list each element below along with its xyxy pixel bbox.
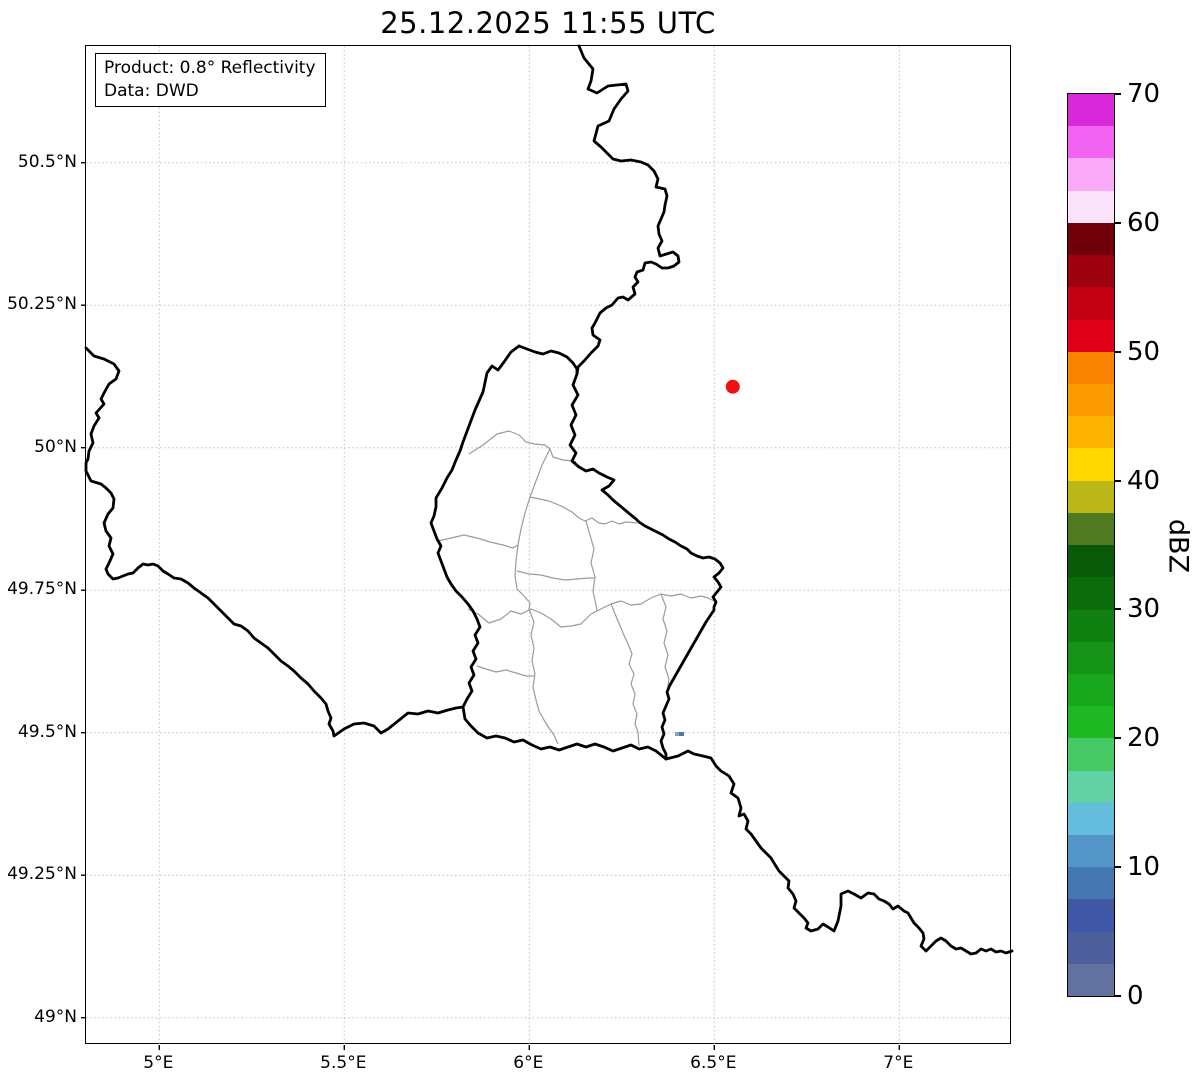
- x-tick-label: 6°E: [513, 1053, 544, 1073]
- canton-boundary: [437, 534, 519, 549]
- colorbar-segment: [1068, 802, 1114, 836]
- colorbar-tick-label: 40: [1127, 465, 1161, 496]
- y-tick-label: 50°N: [34, 436, 77, 457]
- y-tick-label: 49.25°N: [7, 864, 77, 885]
- canton-boundary: [529, 496, 638, 525]
- colorbar: 0 10 20 30 40 50 60 70: [1067, 79, 1160, 1011]
- colorbar-segment: [1068, 158, 1114, 191]
- colorbar-segment: [1068, 255, 1114, 288]
- canton-boundary: [476, 665, 534, 677]
- radar-echo-pixel: [675, 732, 679, 736]
- map-canvas: [81, 44, 1014, 1050]
- colorbar-tickmark: [1114, 350, 1121, 353]
- canton-boundary: [528, 608, 559, 745]
- colorbar-tickmark: [1114, 93, 1121, 95]
- colorbar-segment: [1068, 706, 1114, 739]
- y-tick-label: 49.5°N: [17, 721, 77, 742]
- y-tick-label: 50.25°N: [7, 294, 77, 315]
- y-tick-label: 49°N: [34, 1006, 77, 1027]
- colorbar-segment: [1068, 190, 1114, 223]
- colorbar-tick-label: 60: [1127, 207, 1161, 238]
- canton-boundary: [514, 448, 551, 610]
- colorbar-segment: [1068, 609, 1114, 642]
- radar-echo-pixel: [679, 732, 684, 736]
- colorbar-segment: [1068, 899, 1114, 932]
- product-info-line: Product: 0.8° Reflectivity: [104, 58, 316, 78]
- figure-title: 25.12.2025 11:55 UTC: [380, 6, 716, 40]
- y-tick-label: 50.5°N: [17, 151, 77, 172]
- colorbar-segment: [1068, 126, 1114, 159]
- x-tick-label: 5.5°E: [320, 1053, 367, 1073]
- colorbar-gradient: [1067, 93, 1115, 997]
- colorbar-segment: [1068, 770, 1114, 803]
- colorbar-segment: [1068, 738, 1114, 771]
- colorbar-segment: [1068, 673, 1114, 707]
- canton-boundary: [585, 520, 598, 612]
- canton-boundary: [660, 593, 671, 700]
- border-belgium-germany: [575, 44, 681, 376]
- colorbar-segment: [1068, 931, 1114, 964]
- x-tick-label: 5°E: [143, 1053, 174, 1073]
- colorbar-segment: [1068, 351, 1114, 384]
- colorbar-tick-label: 0: [1127, 981, 1144, 1011]
- colorbar-tick-label: 10: [1127, 852, 1161, 883]
- colorbar-segment: [1068, 867, 1114, 900]
- colorbar-tick-label: 70: [1127, 79, 1161, 109]
- colorbar-tickmark: [1114, 221, 1121, 224]
- colorbar-segment: [1068, 94, 1114, 127]
- colorbar-segment: [1068, 383, 1114, 417]
- colorbar-segment: [1068, 222, 1114, 256]
- colorbar-segment: [1068, 545, 1114, 578]
- colorbar-segment: [1068, 835, 1114, 868]
- colorbar-segment: [1068, 287, 1114, 320]
- colorbar-tickmark: [1114, 995, 1121, 997]
- canton-boundary: [610, 603, 640, 747]
- border-luxembourg: [429, 344, 725, 761]
- colorbar-unit-label: dBZ: [1162, 518, 1194, 574]
- canton-boundary: [467, 593, 715, 628]
- map-plot-area: [81, 44, 1014, 1050]
- data-source-line: Data: DWD: [104, 80, 199, 101]
- y-tick-label: 49.75°N: [7, 579, 77, 600]
- colorbar-tickmark: [1114, 737, 1121, 740]
- colorbar-tickmark: [1114, 608, 1121, 611]
- colorbar-tick-label: 50: [1127, 336, 1161, 367]
- colorbar-segment: [1068, 480, 1114, 513]
- colorbar-segment: [1068, 963, 1114, 997]
- colorbar-segment: [1068, 319, 1114, 352]
- x-tick-label: 6.5°E: [690, 1053, 737, 1073]
- colorbar-segment: [1068, 448, 1114, 481]
- colorbar-segment: [1068, 641, 1114, 674]
- canton-boundary: [516, 570, 594, 581]
- colorbar-segment: [1068, 416, 1114, 449]
- border-france-belgium: [84, 346, 465, 738]
- colorbar-tick-label: 20: [1127, 723, 1161, 754]
- colorbar-tick-label: 30: [1127, 594, 1161, 625]
- x-tick-label: 7°E: [883, 1053, 914, 1073]
- colorbar-segment: [1068, 512, 1114, 546]
- radar-site-marker: [725, 379, 740, 394]
- colorbar-tickmark: [1114, 866, 1121, 869]
- border-france-germany: [664, 749, 1014, 956]
- canton-boundary: [468, 430, 577, 463]
- product-info-box: Product: 0.8° Reflectivity Data: DWD: [95, 53, 326, 108]
- colorbar-segment: [1068, 577, 1114, 610]
- colorbar-tickmark: [1114, 479, 1121, 482]
